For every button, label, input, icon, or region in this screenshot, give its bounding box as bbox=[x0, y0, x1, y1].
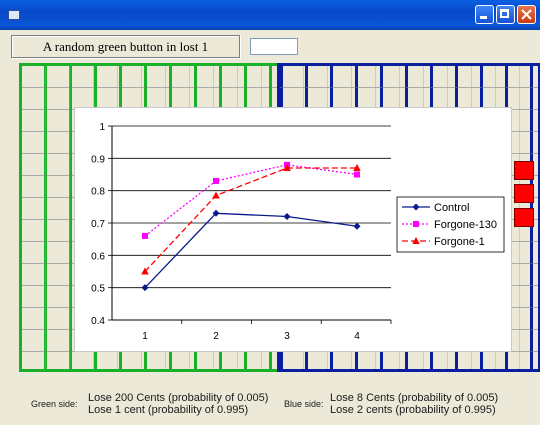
green-side-line2: Lose 1 cent (probability of 0.995) bbox=[88, 404, 248, 416]
value-input[interactable] bbox=[250, 38, 298, 55]
data-point bbox=[354, 172, 360, 178]
data-point bbox=[284, 213, 291, 220]
legend-label: Forgone-130 bbox=[434, 219, 497, 231]
x-tick-label: 1 bbox=[142, 331, 148, 342]
x-tick-label: 3 bbox=[284, 331, 290, 342]
blue-side-label: Blue side: bbox=[284, 398, 324, 410]
series-line bbox=[145, 213, 357, 287]
green-side-label: Green side: bbox=[31, 398, 78, 410]
y-tick-label: 0.6 bbox=[91, 251, 105, 262]
minimize-button[interactable] bbox=[475, 5, 494, 24]
data-point bbox=[413, 221, 419, 227]
y-tick-label: 1 bbox=[99, 122, 105, 133]
y-tick-label: 0.5 bbox=[91, 284, 105, 295]
series-line bbox=[145, 168, 357, 271]
x-tick-label: 4 bbox=[354, 331, 360, 342]
status-label: A random green button in lost 1 bbox=[11, 35, 240, 58]
title-bar[interactable] bbox=[0, 0, 540, 30]
data-point bbox=[142, 233, 148, 239]
close-icon bbox=[521, 9, 532, 20]
data-point bbox=[212, 192, 220, 199]
line-chart: 1 0.9 0.8 0.7 0.6 0.5 0.4 1 2 3 4 Control Forgone-13… bbox=[74, 107, 512, 352]
legend-label: Forgone-1 bbox=[434, 236, 485, 248]
green-side-line1: Lose 200 Cents (probability of 0.005) bbox=[88, 392, 268, 404]
y-tick-label: 0.8 bbox=[91, 187, 105, 198]
series-line bbox=[145, 165, 357, 236]
blue-side-line1: Lose 8 Cents (probability of 0.005) bbox=[330, 392, 498, 404]
data-point bbox=[354, 223, 361, 230]
data-point bbox=[213, 178, 219, 184]
red-cell[interactable] bbox=[514, 161, 534, 180]
blue-side-line2: Lose 2 cents (probability of 0.995) bbox=[330, 404, 496, 416]
red-cell[interactable] bbox=[514, 208, 534, 227]
y-tick-label: 0.9 bbox=[91, 154, 105, 165]
red-cell[interactable] bbox=[514, 184, 534, 203]
y-tick-label: 0.4 bbox=[91, 316, 105, 327]
y-tick-label: 0.7 bbox=[91, 219, 105, 230]
legend-label: Control bbox=[434, 202, 469, 214]
app-icon[interactable] bbox=[8, 10, 20, 20]
x-tick-label: 2 bbox=[213, 331, 219, 342]
maximize-button[interactable] bbox=[496, 5, 515, 24]
close-button[interactable] bbox=[517, 5, 536, 24]
